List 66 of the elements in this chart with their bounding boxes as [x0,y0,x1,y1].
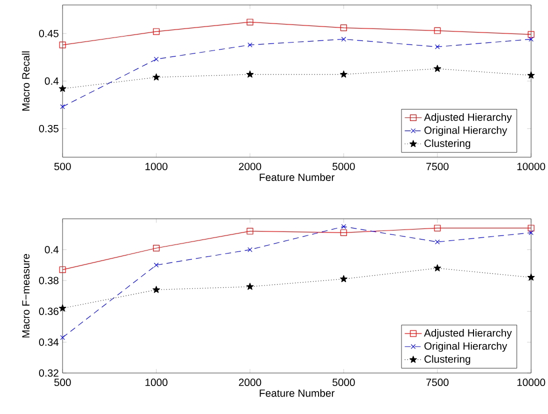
point [340,275,348,282]
x-tick-label: 7500 [426,378,449,386]
point [528,36,534,42]
point [60,104,65,110]
point [248,247,252,252]
x-tick-label: 5000 [332,378,355,386]
point [434,224,441,232]
point [246,18,254,26]
point [59,266,66,274]
x-axis-title: Feature Number [260,389,335,397]
point [434,27,441,34]
point [59,42,66,48]
x-axis-title: Feature Number [260,173,335,182]
y-tick-label: 0.4 [44,246,59,254]
y-tick-label: 0.45 [39,30,58,38]
point [434,44,440,50]
point [58,84,66,92]
x-tick-label: 500 [54,162,71,170]
legend-label: Adjusted Hierarchy [424,329,512,339]
point [246,228,254,235]
x-tick-label: 10000 [517,162,546,170]
legend-label: Adjusted Hierarchy [424,113,512,123]
y-axis-title: Macro Recall [22,52,30,111]
x-tick-label: 1000 [145,162,168,170]
point [340,70,348,78]
y-tick-label: 0.34 [39,338,59,346]
x-tick-label: 2000 [238,162,262,170]
point [341,36,346,42]
point [341,224,346,230]
point [434,64,442,72]
point [154,56,159,62]
x-tick-label: 10000 [517,378,546,386]
point [434,240,440,244]
point [153,28,160,35]
x-tick-label: 7500 [426,162,449,170]
point [60,335,65,340]
y-tick-label: 0.4 [44,77,59,85]
point [340,24,347,32]
point [527,72,535,79]
point [528,31,534,38]
point [527,274,535,281]
point [340,230,347,236]
legend-label: Clustering [424,355,470,365]
point [528,224,534,232]
point [154,262,159,268]
x-tick-label: 2000 [238,378,262,386]
y-tick-label: 0.36 [39,308,58,316]
point [528,230,534,236]
x-tick-label: 500 [54,378,71,386]
legend-label: Clustering [424,139,470,150]
point [152,73,160,81]
point [58,304,66,312]
x-tick-label: 5000 [332,162,355,170]
point [434,264,442,272]
y-tick-label: 0.35 [39,125,58,132]
point [152,286,160,294]
y-tick-label: 0.38 [39,276,58,284]
x-tick-label: 1000 [145,378,168,386]
legend-label: Original Hierarchy [424,126,508,136]
point [246,282,254,290]
y-tick-label: 0.32 [39,369,58,377]
point [246,70,254,78]
y-axis-title: Macro F−measure [22,254,30,338]
legend-label: Original Hierarchy [424,342,508,352]
point [248,42,252,48]
point [153,244,160,252]
